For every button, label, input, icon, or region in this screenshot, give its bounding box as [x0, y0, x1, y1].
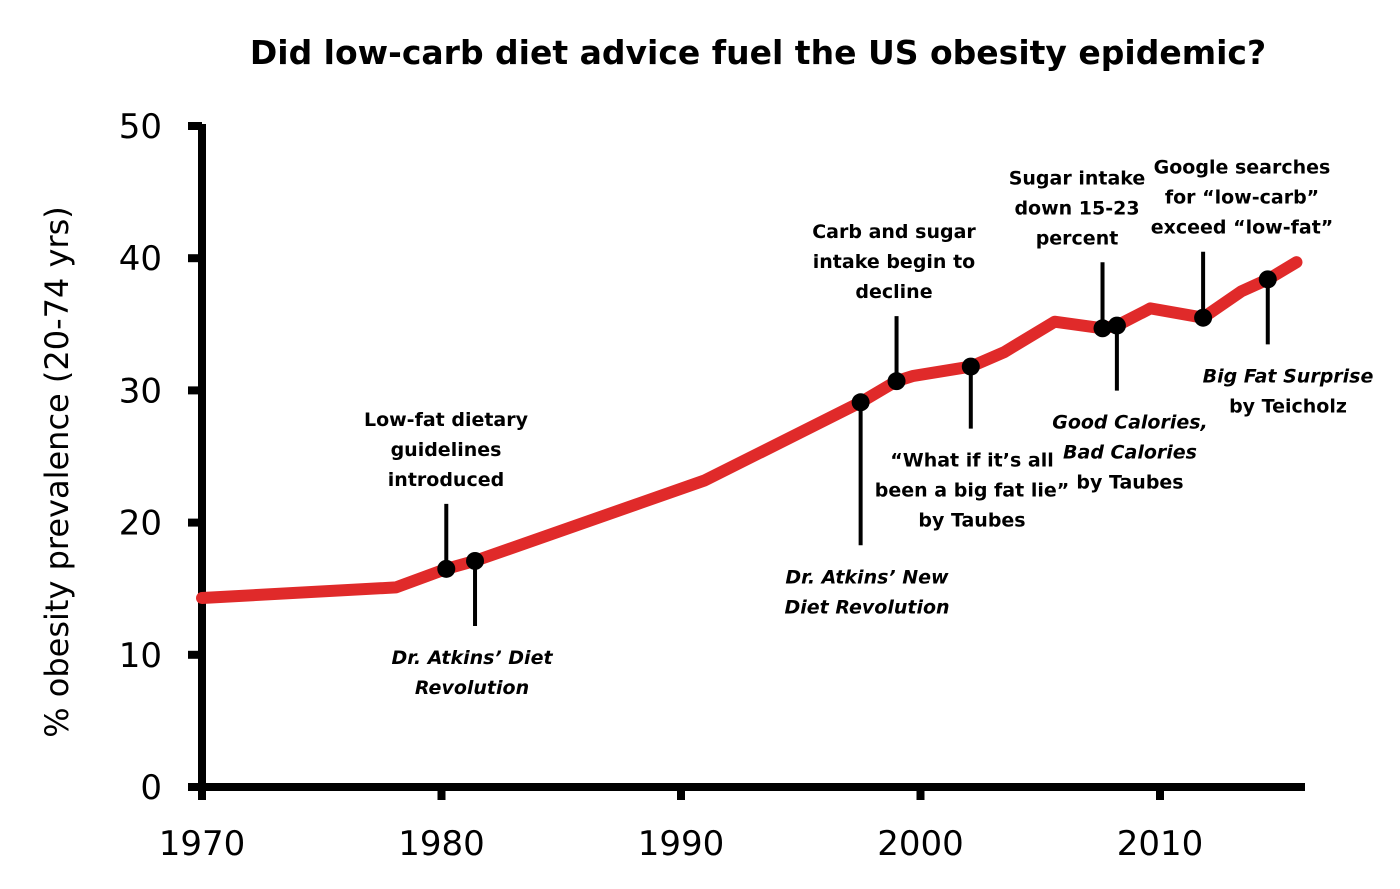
annotation-sugar-intake-down: Sugar intake down 15-23 percent: [1009, 167, 1146, 338]
y-tick-label: 20: [119, 504, 162, 544]
annotation-low-fat-guidelines: Low-fat dietary guidelines introduced: [364, 409, 529, 578]
x-tick-label: 1970: [159, 824, 246, 864]
annotation-text: Carb and sugar: [812, 221, 976, 243]
annotation-text: Diet Revolution: [784, 596, 949, 618]
annotation-text: exceed “low-fat”: [1151, 217, 1334, 239]
annotation-text: by Teicholz: [1229, 395, 1347, 417]
annotation-google-searches: Google searches for “low-carb” exceed “low…: [1151, 157, 1334, 327]
data-point-marker: [1194, 308, 1213, 327]
annotation-text: introduced: [388, 469, 504, 491]
annotation-text: Good Calories,: [1052, 412, 1208, 434]
annotation-text: Low-fat dietary: [364, 409, 529, 431]
annotation-text: Dr. Atkins’ New: [785, 566, 949, 588]
annotation-text: Sugar intake: [1009, 167, 1146, 189]
annotation-carb-sugar-decline: Carb and sugar intake begin to decline: [812, 221, 976, 391]
annotation-text: Bad Calories: [1063, 442, 1197, 464]
y-tick-label: 30: [119, 371, 162, 411]
annotation-big-fat-surprise: Big Fat Surprise by Teicholz: [1203, 270, 1374, 417]
annotation-text: Dr. Atkins’ Diet: [391, 647, 553, 669]
data-point-marker: [466, 551, 485, 570]
y-tick-label: 0: [140, 768, 162, 808]
data-point-marker: [887, 372, 906, 391]
data-point-marker: [1107, 316, 1126, 335]
annotation-text: percent: [1036, 227, 1119, 249]
data-point-marker: [1093, 319, 1112, 338]
y-axis-label: % obesity prevalence (20-74 yrs): [38, 206, 76, 738]
x-tick-label: 1990: [638, 824, 725, 864]
annotation-atkins-new-diet-revolution: Dr. Atkins’ New Diet Revolution: [784, 393, 950, 618]
y-tick-label: 50: [119, 107, 162, 147]
annotation-atkins-diet-revolution: Dr. Atkins’ Diet Revolution: [391, 551, 553, 699]
chart-title: Did low-carb diet advice fuel the US obe…: [250, 33, 1266, 72]
annotation-text: by Taubes: [918, 510, 1025, 532]
ticks: 0 10 20 30 40 50 1970 1980 1990 2000 2010: [119, 107, 1204, 864]
annotation-text: decline: [855, 281, 932, 303]
annotation-text: by Taubes: [1076, 472, 1183, 494]
annotation-text: intake begin to: [813, 251, 975, 273]
annotation-text: Google searches: [1154, 157, 1331, 179]
x-tick-label: 2000: [877, 824, 964, 864]
annotation-good-calories: Good Calories, Bad Calories by Taubes: [1052, 316, 1208, 494]
data-point-marker: [437, 559, 456, 578]
x-tick-label: 1980: [398, 824, 485, 864]
y-tick-label: 10: [119, 636, 162, 676]
data-point-marker: [961, 357, 980, 376]
annotation-text: “What if it’s all: [890, 450, 1053, 472]
annotation-text: Revolution: [415, 677, 529, 699]
y-tick-label: 40: [119, 239, 162, 279]
data-point-marker: [1258, 270, 1277, 289]
annotations: Low-fat dietary guidelines introduced Dr. A…: [364, 157, 1374, 699]
annotation-text: Big Fat Surprise: [1203, 365, 1374, 387]
x-tick-label: 2010: [1117, 824, 1204, 864]
annotation-text: guidelines: [391, 439, 502, 461]
annotation-text: down 15-23: [1014, 197, 1139, 219]
annotation-text: been a big fat lie”: [875, 480, 1069, 502]
axes: [188, 124, 1305, 800]
annotation-big-fat-lie: “What if it’s all been a big fat lie” by T…: [875, 357, 1069, 532]
annotation-text: for “low-carb”: [1165, 187, 1319, 209]
data-point-marker: [851, 393, 870, 412]
